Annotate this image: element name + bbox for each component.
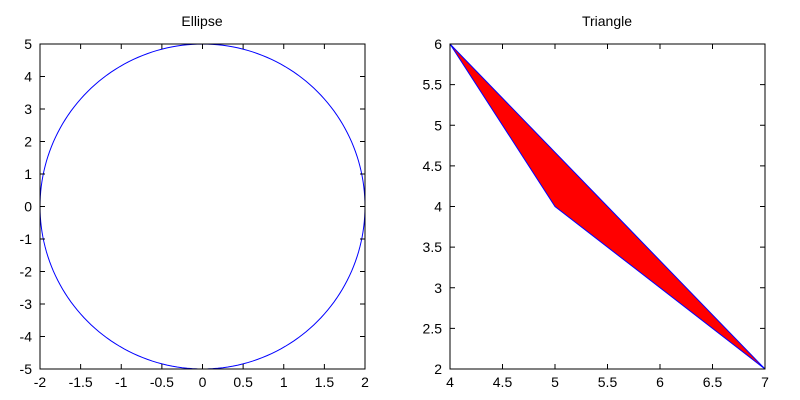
triangle-xtick-label: 4 bbox=[446, 374, 454, 390]
ellipse-series-line bbox=[39, 43, 366, 370]
triangle-ytick-label: 3.5 bbox=[423, 239, 443, 255]
triangle-xtick-label: 7 bbox=[761, 374, 769, 390]
ellipse-xtick-label: -1.5 bbox=[69, 374, 93, 390]
triangle-xtick-label: 5.5 bbox=[598, 374, 618, 390]
triangle-ytick-label: 5 bbox=[434, 117, 442, 133]
ellipse-ytick-label: -2 bbox=[20, 264, 33, 280]
triangle-ytick-label: 5.5 bbox=[423, 77, 443, 93]
triangle-ytick-label: 3 bbox=[434, 280, 442, 296]
ellipse-panel: Ellipse -2 -1.5 -1 -0.5 0 0.5 1 1.5 2 -5 -4 -3 -2 -1 0… bbox=[20, 13, 370, 390]
ellipse-ytick-label: -1 bbox=[20, 231, 33, 247]
ellipse-ticks: -2 -1.5 -1 -0.5 0 0.5 1 1.5 2 -5 -4 -3 -2 -1 0 1 2 3 4 5 bbox=[20, 36, 370, 390]
triangle-xtick-label: 4.5 bbox=[493, 374, 513, 390]
triangle-ytick-label: 6 bbox=[434, 36, 442, 52]
ellipse-ytick-label: 0 bbox=[24, 199, 32, 215]
triangle-chart-title: Triangle bbox=[582, 13, 632, 29]
ellipse-ytick-label: -5 bbox=[20, 361, 33, 377]
triangle-ticks: 4 4.5 5 5.5 6 6.5 7 2 2.5 3 3.5 4 4.5 5 5.5 6 bbox=[423, 36, 770, 390]
ellipse-ytick-label: 4 bbox=[24, 69, 32, 85]
triangle-series-polygon bbox=[449, 43, 766, 370]
triangle-ytick-label: 2 bbox=[434, 361, 442, 377]
ellipse-xtick-label: 1.5 bbox=[315, 374, 335, 390]
ellipse-ytick-label: 1 bbox=[24, 166, 32, 182]
ellipse-xtick-label: -2 bbox=[34, 374, 47, 390]
ellipse-plot-frame bbox=[39, 43, 366, 370]
triangle-ytick-label: 2.5 bbox=[423, 320, 443, 336]
ellipse-xtick-label: -0.5 bbox=[150, 374, 174, 390]
triangle-panel: Triangle 4 4.5 5 5.5 6 6.5 7 2 2.5 3 3.5 4 4.5 5 5.5 6 bbox=[423, 13, 770, 390]
ellipse-ytick-label: 5 bbox=[24, 36, 32, 52]
ellipse-ytick-label: -3 bbox=[20, 296, 33, 312]
triangle-xtick-label: 5 bbox=[551, 374, 559, 390]
ellipse-xtick-label: 2 bbox=[361, 374, 369, 390]
ellipse-xtick-label: -1 bbox=[115, 374, 128, 390]
ellipse-ytick-label: 3 bbox=[24, 101, 32, 117]
ellipse-chart-title: Ellipse bbox=[181, 13, 222, 29]
ellipse-ytick-label: 2 bbox=[24, 134, 32, 150]
triangle-xtick-label: 6.5 bbox=[703, 374, 723, 390]
ellipse-xtick-label: 1 bbox=[280, 374, 288, 390]
ellipse-xtick-label: 0 bbox=[199, 374, 207, 390]
triangle-ytick-label: 4.5 bbox=[423, 158, 443, 174]
ellipse-xtick-label: 0.5 bbox=[233, 374, 253, 390]
ellipse-ytick-label: -4 bbox=[20, 329, 33, 345]
triangle-ytick-label: 4 bbox=[434, 199, 442, 215]
triangle-xtick-label: 6 bbox=[656, 374, 664, 390]
